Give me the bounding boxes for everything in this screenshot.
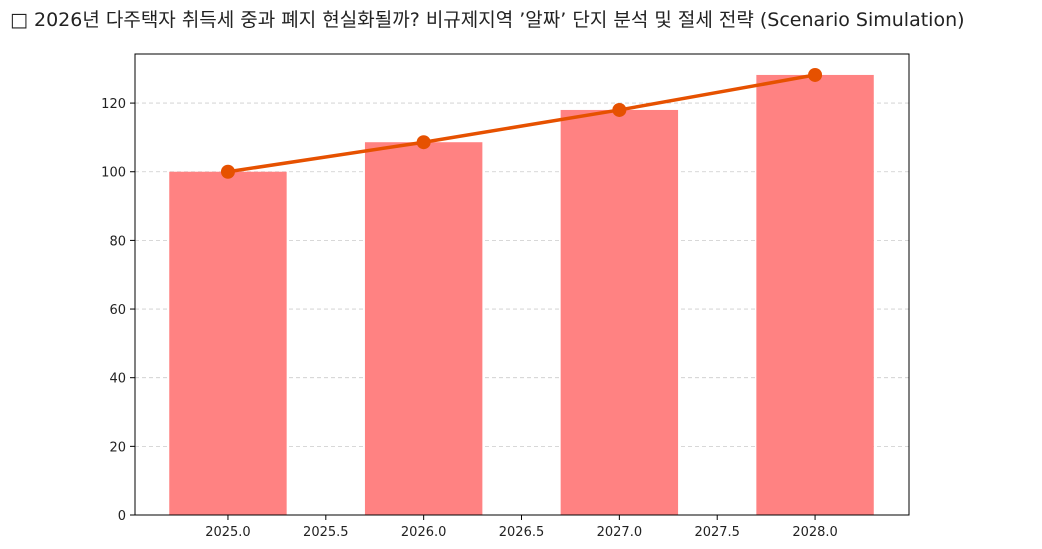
x-tick-label: 2026.0 xyxy=(401,525,447,540)
line-point xyxy=(808,67,823,82)
line xyxy=(227,73,816,174)
y-tick-label: 60 xyxy=(109,303,126,318)
line-point xyxy=(416,135,431,150)
bar xyxy=(560,109,679,515)
plot-frame xyxy=(134,53,910,516)
x-tick-label: 2028.0 xyxy=(792,525,838,540)
y-tick-label: 0 xyxy=(118,509,126,524)
line-point xyxy=(220,164,235,179)
bar xyxy=(756,74,874,516)
x-tick-label: 2025.0 xyxy=(205,525,251,540)
y-tick-label: 100 xyxy=(101,166,126,181)
y-tick-label: 80 xyxy=(109,234,126,249)
x-tick-label: 2025.5 xyxy=(303,525,349,540)
x-tick-label: 2027.0 xyxy=(597,525,643,540)
x-tick-label: 2026.5 xyxy=(499,525,545,540)
y-tick-label: 40 xyxy=(109,372,126,387)
bar xyxy=(364,142,483,515)
y-tick-label: 120 xyxy=(101,97,126,112)
bar xyxy=(169,171,287,515)
x-tick-label: 2027.5 xyxy=(694,525,740,540)
y-tick-label: 20 xyxy=(109,440,126,455)
line-point xyxy=(612,102,627,117)
chart-title: □ 2026년 다주택자 취득세 중과 폐지 현실화될까? 비규제지역 ’알짜’… xyxy=(10,9,965,31)
